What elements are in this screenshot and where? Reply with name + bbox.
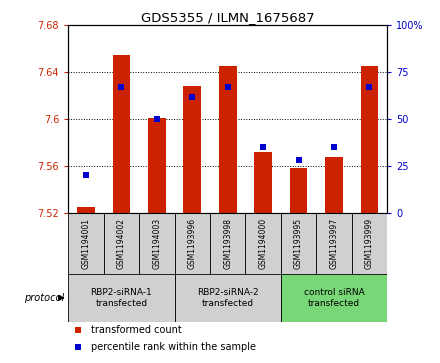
Bar bbox=[175, 274, 281, 322]
Text: control siRNA
transfected: control siRNA transfected bbox=[304, 288, 364, 307]
Bar bbox=[352, 213, 387, 274]
Bar bbox=[254, 152, 272, 213]
Text: GSM1193995: GSM1193995 bbox=[294, 218, 303, 269]
Bar bbox=[104, 213, 139, 274]
Text: GSM1193999: GSM1193999 bbox=[365, 218, 374, 269]
Text: GSM1193997: GSM1193997 bbox=[330, 218, 338, 269]
Bar bbox=[68, 213, 104, 274]
Text: GSM1194002: GSM1194002 bbox=[117, 218, 126, 269]
Bar bbox=[281, 213, 316, 274]
Bar bbox=[325, 156, 343, 213]
Bar bbox=[219, 66, 237, 213]
Text: GSM1194003: GSM1194003 bbox=[152, 218, 161, 269]
Bar bbox=[316, 213, 352, 274]
Text: RBP2-siRNA-2
transfected: RBP2-siRNA-2 transfected bbox=[197, 288, 259, 307]
Bar bbox=[361, 66, 378, 213]
Bar bbox=[290, 168, 308, 213]
Text: GSM1193996: GSM1193996 bbox=[188, 218, 197, 269]
Text: RBP2-siRNA-1
transfected: RBP2-siRNA-1 transfected bbox=[91, 288, 152, 307]
Bar bbox=[148, 118, 166, 213]
Text: GSM1193998: GSM1193998 bbox=[223, 218, 232, 269]
Bar bbox=[183, 86, 201, 213]
Text: transformed count: transformed count bbox=[91, 325, 181, 335]
Title: GDS5355 / ILMN_1675687: GDS5355 / ILMN_1675687 bbox=[141, 11, 315, 24]
Bar bbox=[175, 213, 210, 274]
Text: protocol: protocol bbox=[24, 293, 65, 303]
Bar bbox=[246, 213, 281, 274]
Text: GSM1194000: GSM1194000 bbox=[259, 218, 268, 269]
Bar bbox=[68, 274, 175, 322]
Bar bbox=[113, 55, 130, 213]
Text: percentile rank within the sample: percentile rank within the sample bbox=[91, 342, 256, 352]
Bar bbox=[281, 274, 387, 322]
Bar bbox=[210, 213, 246, 274]
Text: GSM1194001: GSM1194001 bbox=[81, 218, 91, 269]
Bar bbox=[139, 213, 175, 274]
Bar bbox=[77, 207, 95, 213]
